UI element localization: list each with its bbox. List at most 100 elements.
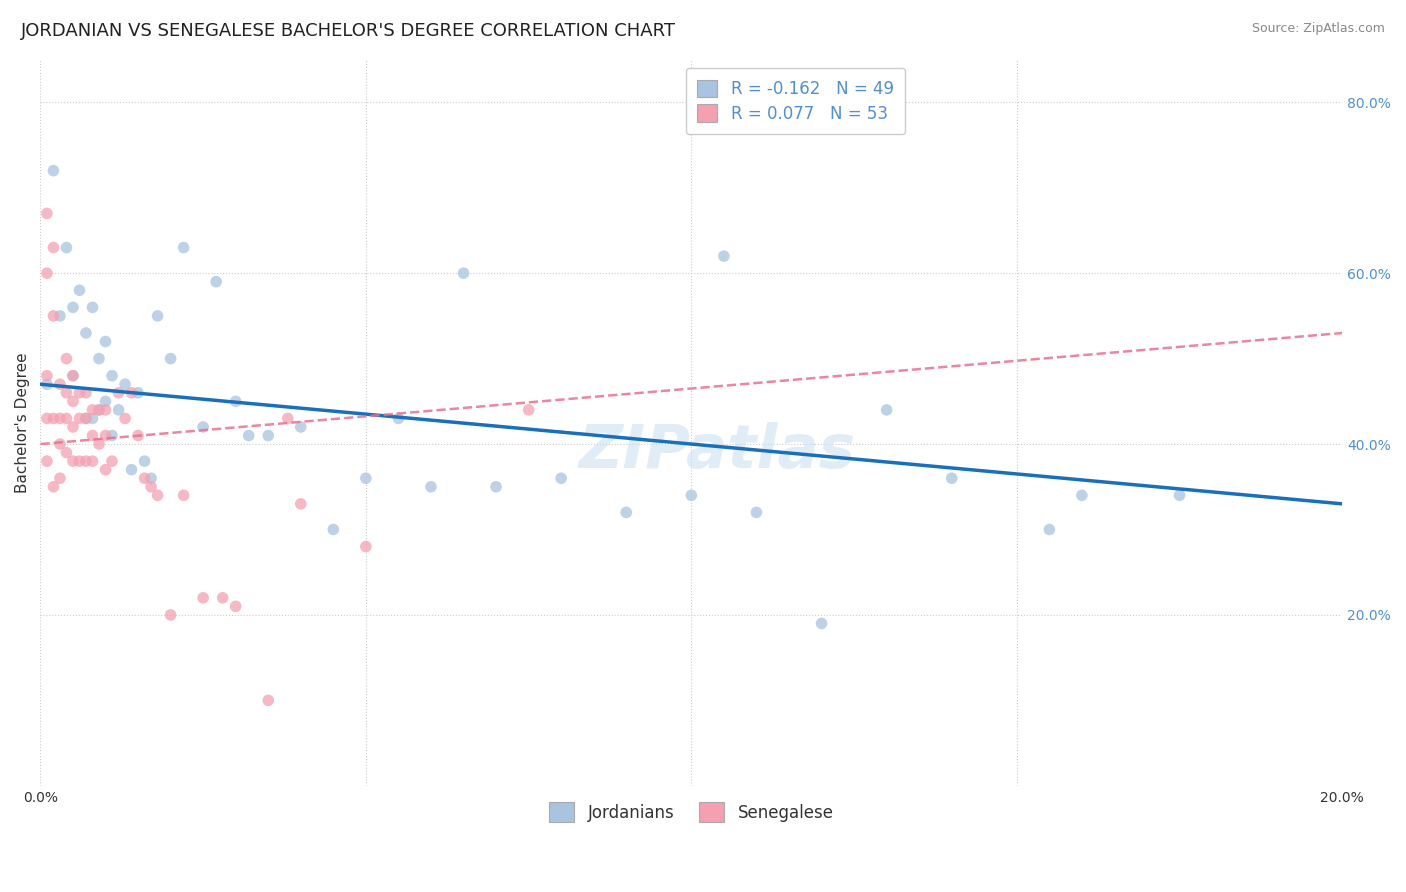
Point [62, 454, 84, 468]
Point [94, 394, 117, 409]
Point [87, 351, 110, 366]
Point [211, 591, 233, 605]
Point [87, 437, 110, 451]
Point [94, 463, 117, 477]
Point [101, 454, 124, 468]
Point [127, 428, 149, 442]
Point [173, 488, 195, 502]
Point [134, 471, 156, 485]
Point [35, 368, 58, 383]
Point [55, 351, 77, 366]
Point [121, 385, 143, 400]
Point [49, 309, 72, 323]
Point [114, 377, 136, 392]
Point [62, 420, 84, 434]
Point [941, 471, 963, 485]
Point [191, 591, 214, 605]
Point [55, 241, 77, 255]
Point [62, 301, 84, 315]
Point [75, 385, 97, 400]
Point [225, 394, 247, 409]
Point [485, 480, 508, 494]
Point [49, 377, 72, 392]
Point [62, 368, 84, 383]
Point [681, 488, 703, 502]
Point [94, 403, 117, 417]
Point [745, 505, 768, 519]
Point [290, 420, 312, 434]
Point [35, 206, 58, 220]
Point [35, 411, 58, 425]
Point [290, 497, 312, 511]
Point [62, 394, 84, 409]
Point [42, 411, 65, 425]
Point [139, 471, 162, 485]
Text: Source: ZipAtlas.com: Source: ZipAtlas.com [1251, 22, 1385, 36]
Point [75, 326, 97, 340]
Point [55, 411, 77, 425]
Point [277, 411, 299, 425]
Point [82, 411, 104, 425]
Point [713, 249, 735, 263]
Point [159, 351, 181, 366]
Point [42, 241, 65, 255]
Point [225, 599, 247, 614]
Point [82, 301, 104, 315]
Point [101, 428, 124, 442]
Legend: Jordanians, Senegalese: Jordanians, Senegalese [536, 789, 846, 836]
Point [107, 403, 129, 417]
Point [75, 411, 97, 425]
Point [354, 540, 377, 554]
Point [550, 471, 572, 485]
Point [42, 163, 65, 178]
Point [49, 437, 72, 451]
Point [82, 428, 104, 442]
Point [75, 411, 97, 425]
Point [35, 454, 58, 468]
Point [55, 385, 77, 400]
Point [257, 428, 280, 442]
Point [191, 420, 214, 434]
Point [1038, 523, 1060, 537]
Point [94, 428, 117, 442]
Point [87, 403, 110, 417]
Point [238, 428, 260, 442]
Point [1168, 488, 1191, 502]
Point [1070, 488, 1092, 502]
Point [127, 385, 149, 400]
Point [146, 488, 169, 502]
Point [614, 505, 637, 519]
Point [35, 266, 58, 280]
Point [146, 309, 169, 323]
Point [420, 480, 443, 494]
Text: ZIPatlas: ZIPatlas [579, 422, 856, 482]
Point [87, 403, 110, 417]
Point [69, 454, 91, 468]
Point [49, 471, 72, 485]
Point [101, 368, 124, 383]
Point [35, 377, 58, 392]
Point [42, 309, 65, 323]
Point [354, 471, 377, 485]
Point [453, 266, 475, 280]
Point [94, 334, 117, 349]
Y-axis label: Bachelor's Degree: Bachelor's Degree [15, 352, 30, 493]
Point [322, 523, 344, 537]
Point [810, 616, 832, 631]
Point [387, 411, 409, 425]
Point [139, 480, 162, 494]
Point [75, 454, 97, 468]
Point [121, 463, 143, 477]
Point [49, 411, 72, 425]
Point [82, 403, 104, 417]
Point [173, 241, 195, 255]
Point [69, 411, 91, 425]
Point [69, 385, 91, 400]
Point [205, 275, 228, 289]
Point [876, 403, 898, 417]
Point [107, 385, 129, 400]
Point [517, 403, 540, 417]
Point [134, 454, 156, 468]
Point [42, 480, 65, 494]
Point [114, 411, 136, 425]
